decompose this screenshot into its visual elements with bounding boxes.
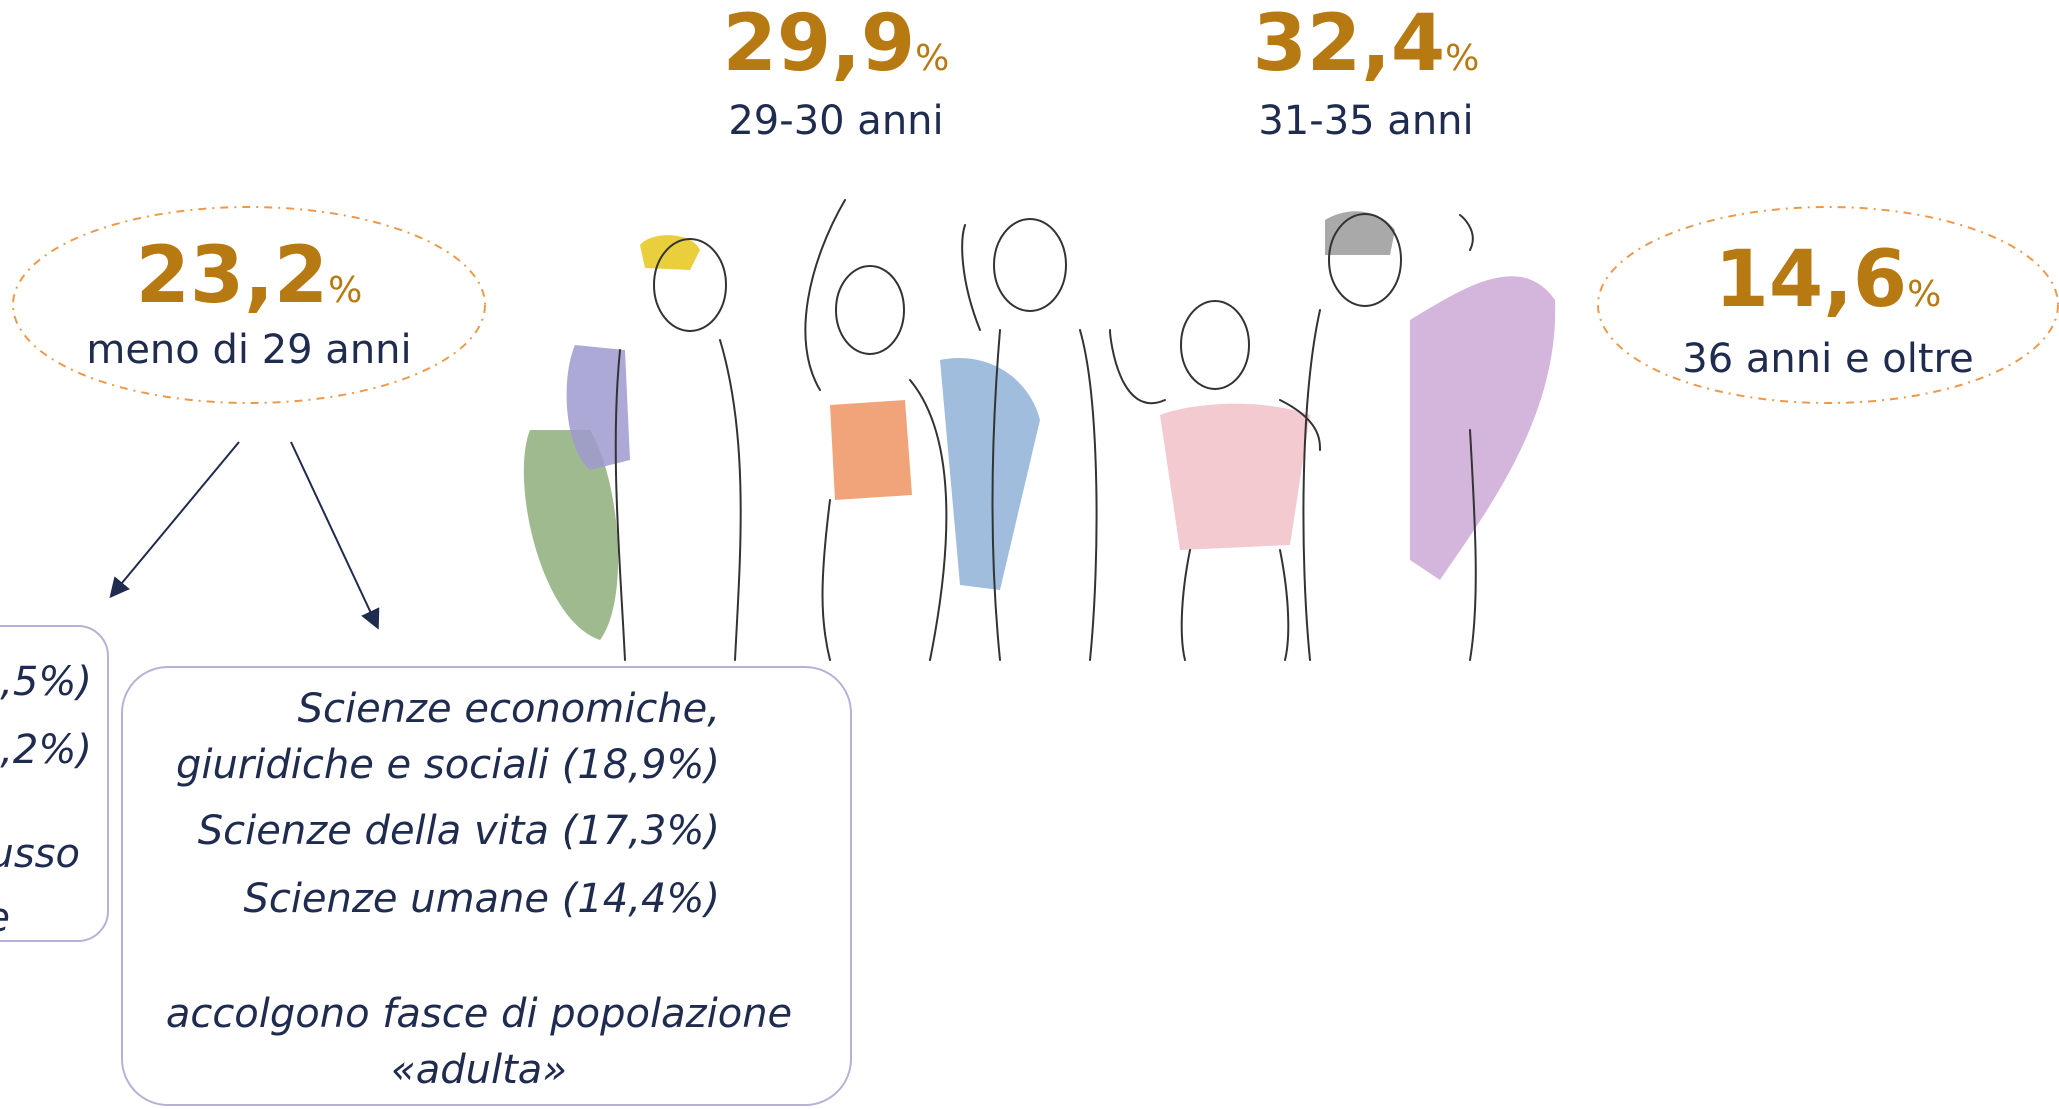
box-text: e (0, 895, 10, 941)
box-text: 5,2%) (0, 727, 92, 773)
stat-unit: % (1445, 38, 1479, 79)
stat: 14,6% (1715, 235, 1942, 325)
illustration (524, 200, 1555, 660)
arrow (291, 442, 377, 626)
stat: 29,9% (723, 0, 950, 89)
stat-unit: % (915, 38, 949, 79)
arrow (112, 442, 239, 595)
stat-value: 23,2 (136, 231, 328, 321)
stat-value: 29,9 (723, 0, 915, 89)
box-text: Scienze della vita (17,3%) (198, 808, 720, 854)
slide: 29,9% 29-30 anni 32,4% 31-35 anni 23,2% … (0, 0, 2059, 1109)
box-text: Scienze umane (14,4%) (243, 876, 720, 922)
stat-unit: % (328, 270, 362, 311)
stat-value: 14,6 (1715, 235, 1907, 325)
box-text: giuridiche e sociali (18,9%) (176, 742, 720, 788)
box-note: accolgono fasce di popolazione (166, 991, 792, 1037)
box-text: 3,5%) (0, 659, 92, 705)
box-note: «adulta» (391, 1047, 567, 1093)
stat: 32,4% (1253, 0, 1480, 89)
box-text: usso (0, 831, 80, 877)
stat-label: 36 anni e oltre (1682, 336, 1973, 382)
stat-label: 31-35 anni (1258, 98, 1473, 144)
stat-unit: % (1907, 274, 1941, 315)
box-text: Scienze economiche, (298, 686, 720, 732)
stat: 23,2% (136, 231, 363, 321)
stat-value: 32,4 (1253, 0, 1445, 89)
stat-label: 29-30 anni (728, 98, 943, 144)
stat-label: meno di 29 anni (86, 327, 411, 373)
